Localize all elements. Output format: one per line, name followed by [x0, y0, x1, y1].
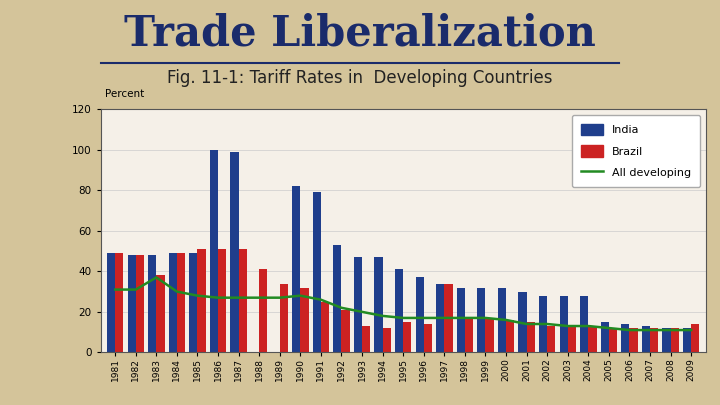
- Bar: [568, 326, 576, 352]
- Bar: [362, 326, 370, 352]
- Bar: [670, 328, 679, 352]
- Bar: [424, 324, 432, 352]
- Bar: [148, 255, 156, 352]
- Bar: [539, 296, 547, 352]
- Bar: [650, 328, 658, 352]
- Bar: [300, 288, 309, 352]
- Text: Percent: Percent: [105, 89, 144, 99]
- Bar: [177, 253, 185, 352]
- Bar: [374, 257, 382, 352]
- Bar: [498, 288, 506, 352]
- Bar: [588, 326, 597, 352]
- Legend: India, Brazil, All developing: India, Brazil, All developing: [572, 115, 700, 187]
- Bar: [280, 284, 288, 352]
- Bar: [456, 288, 465, 352]
- Bar: [312, 192, 321, 352]
- Bar: [395, 269, 403, 352]
- Bar: [197, 249, 206, 352]
- Bar: [156, 275, 165, 352]
- Bar: [444, 284, 453, 352]
- Bar: [354, 257, 362, 352]
- Bar: [436, 284, 444, 352]
- Bar: [218, 249, 226, 352]
- Bar: [485, 318, 494, 352]
- Bar: [526, 322, 535, 352]
- Bar: [662, 328, 670, 352]
- Bar: [210, 150, 218, 352]
- Bar: [621, 324, 629, 352]
- Bar: [642, 326, 650, 352]
- Bar: [600, 322, 609, 352]
- Bar: [683, 328, 691, 352]
- Bar: [259, 269, 267, 352]
- Bar: [629, 328, 638, 352]
- Bar: [403, 322, 411, 352]
- Bar: [547, 326, 555, 352]
- Text: Fig. 11-1: Tariff Rates in  Developing Countries: Fig. 11-1: Tariff Rates in Developing Co…: [167, 69, 553, 87]
- Bar: [238, 249, 247, 352]
- Bar: [506, 320, 514, 352]
- Bar: [559, 296, 568, 352]
- Bar: [136, 255, 144, 352]
- Bar: [333, 245, 341, 352]
- Text: Trade Liberalization: Trade Liberalization: [124, 12, 596, 54]
- Bar: [107, 253, 115, 352]
- Bar: [292, 186, 300, 352]
- Bar: [341, 310, 350, 352]
- Bar: [230, 152, 238, 352]
- Bar: [580, 296, 588, 352]
- Bar: [415, 277, 424, 352]
- Bar: [477, 288, 485, 352]
- Bar: [115, 253, 123, 352]
- Bar: [189, 253, 197, 352]
- Bar: [127, 255, 136, 352]
- Bar: [691, 324, 699, 352]
- Bar: [168, 253, 177, 352]
- Bar: [609, 328, 617, 352]
- Bar: [382, 328, 391, 352]
- Bar: [518, 292, 526, 352]
- Bar: [465, 318, 473, 352]
- Bar: [321, 302, 329, 352]
